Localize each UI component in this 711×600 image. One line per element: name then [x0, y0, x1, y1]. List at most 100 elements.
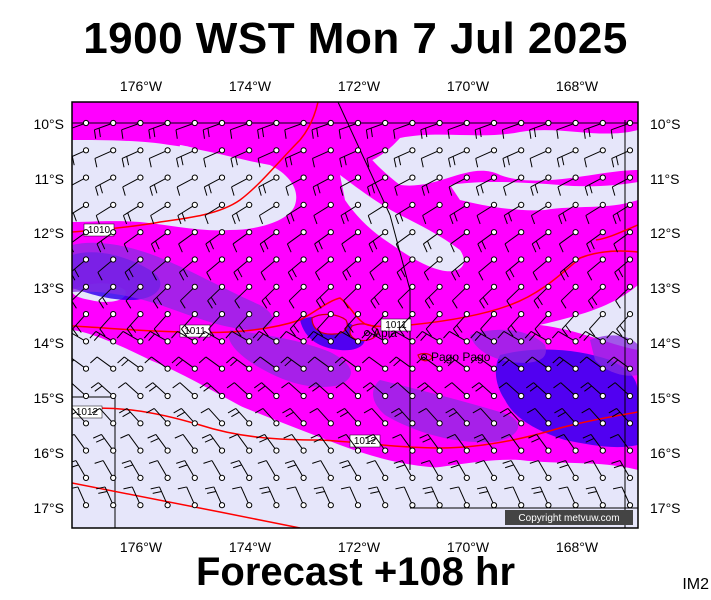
wind-barb	[616, 311, 634, 337]
wind-barb	[369, 256, 389, 281]
wind-barb	[147, 433, 171, 454]
map-title: 1900 WST Mon 7 Jul 2025	[83, 14, 628, 63]
wind-barb	[97, 256, 117, 281]
wind-barb	[589, 311, 606, 337]
wind-barb	[368, 486, 389, 509]
wind-barb	[367, 174, 389, 196]
wind-barb	[420, 460, 443, 481]
wind-barb	[580, 382, 606, 400]
wind-barb	[177, 201, 198, 225]
wind-barb	[235, 311, 253, 337]
lon-label: 174°W	[229, 539, 272, 555]
wind-barb	[418, 408, 443, 427]
wind-barb	[342, 256, 362, 281]
wind-barb	[525, 382, 552, 400]
wind-barb	[288, 283, 307, 309]
lat-label: 17°S	[33, 500, 64, 516]
wind-barb	[173, 408, 198, 427]
wind-barb	[179, 256, 198, 281]
wind-barb	[613, 229, 634, 253]
wind-barb	[339, 460, 362, 481]
wind-barb	[72, 147, 90, 166]
wind-barb	[419, 433, 443, 454]
wind-barb	[503, 174, 525, 196]
wind-barb	[91, 408, 117, 427]
wind-barb	[312, 147, 334, 168]
wind-barb	[124, 256, 144, 281]
wind-barb	[504, 486, 525, 509]
wind-barb	[121, 460, 144, 481]
wind-barb	[554, 408, 579, 427]
wind-barb	[258, 201, 280, 225]
wind-barb	[72, 433, 90, 454]
wind-barb	[472, 408, 498, 427]
wind-barbs	[72, 119, 634, 509]
wind-barb	[336, 408, 362, 427]
wind-barb	[389, 356, 416, 372]
wind-barb	[116, 330, 144, 345]
wind-barb	[531, 229, 552, 253]
wind-barb	[286, 201, 307, 225]
wind-barb	[72, 119, 90, 129]
wind-barb	[502, 460, 525, 481]
wind-barb	[179, 283, 198, 309]
svg-text:1012: 1012	[76, 407, 99, 418]
wind-barb	[473, 433, 498, 454]
wind-barb	[122, 174, 144, 196]
map-frame	[71, 101, 639, 529]
wind-barb	[390, 408, 416, 427]
wind-barb	[199, 382, 226, 400]
wind-barb	[395, 229, 416, 253]
wind-barb	[423, 256, 443, 281]
wind-barb	[524, 330, 552, 345]
lon-labels-top: 176°W 174°W 172°W 170°W 168°W	[120, 78, 599, 94]
wind-barb	[198, 330, 226, 345]
wind-barb	[587, 283, 606, 309]
wind-barb	[339, 147, 362, 168]
lat-label: 17°S	[650, 500, 681, 516]
wind-barb	[497, 330, 525, 345]
wind-barb	[232, 486, 253, 509]
wind-barb	[443, 356, 470, 372]
wind-barb	[365, 119, 389, 139]
wind-barb	[308, 382, 334, 400]
wind-barb	[257, 119, 280, 139]
wind-barb	[254, 408, 280, 427]
wind-barb	[93, 433, 117, 454]
wind-barb	[582, 433, 606, 454]
lat-labels-right: 10°S 11°S 12°S 13°S 14°S 15°S 16°S 17°S	[650, 116, 681, 516]
wind-barb	[394, 201, 416, 225]
lat-label: 12°S	[650, 225, 681, 241]
wind-barb	[341, 229, 362, 253]
wind-barb	[230, 460, 253, 481]
lat-label: 11°S	[35, 171, 64, 187]
wind-barb	[231, 201, 253, 225]
wind-barb	[203, 147, 226, 168]
wind-barb	[449, 486, 470, 509]
wind-barb	[93, 119, 117, 139]
wind-barb	[225, 330, 253, 345]
wind-barb	[175, 119, 198, 139]
wind-barb	[606, 356, 634, 372]
svg-text:1011: 1011	[385, 320, 407, 331]
wind-barb	[314, 229, 334, 253]
svg-text:Apia: Apia	[373, 326, 397, 340]
wind-barb	[117, 382, 144, 400]
wind-barb	[257, 147, 280, 168]
wind-barb	[453, 311, 470, 337]
wind-barb	[559, 256, 579, 281]
wind-barb	[551, 330, 579, 345]
wind-barb	[339, 174, 362, 196]
wind-barb	[370, 283, 389, 309]
wind-barb	[366, 147, 389, 168]
wind-barb	[98, 283, 117, 309]
wind-barb	[334, 356, 362, 372]
wind-barb	[471, 382, 498, 400]
isobar-label-1010: 1010	[83, 223, 115, 237]
wind-barb	[366, 460, 389, 481]
wind-barb	[420, 147, 443, 168]
wind-barb	[361, 330, 389, 345]
wind-barb	[284, 119, 307, 139]
wind-barb	[560, 283, 579, 309]
wind-barb	[531, 486, 552, 509]
